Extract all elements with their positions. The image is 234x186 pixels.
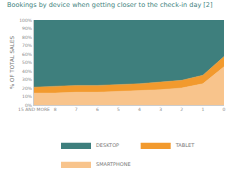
svg-text:7: 7: [75, 107, 78, 112]
svg-text:6: 6: [96, 107, 99, 112]
svg-text:10%: 10%: [22, 94, 33, 99]
svg-text:% OF TOTAL SALES: % OF TOTAL SALES: [9, 36, 15, 89]
svg-text:1: 1: [201, 107, 204, 112]
svg-text:30%: 30%: [22, 77, 33, 82]
svg-text:40%: 40%: [22, 69, 33, 74]
svg-text:100%: 100%: [19, 18, 33, 23]
svg-text:5: 5: [117, 107, 120, 112]
svg-text:SMARTPHONE: SMARTPHONE: [96, 161, 131, 167]
svg-text:2: 2: [180, 107, 183, 112]
svg-text:0: 0: [223, 107, 226, 112]
svg-text:20%: 20%: [22, 86, 33, 91]
svg-text:50%: 50%: [22, 60, 33, 65]
svg-text:90%: 90%: [22, 26, 33, 31]
svg-text:60%: 60%: [22, 52, 33, 57]
svg-text:8: 8: [54, 107, 57, 112]
svg-text:3: 3: [159, 107, 162, 112]
svg-text:Bookings by device when gettin: Bookings by device when getting closer t…: [7, 1, 213, 9]
svg-text:15 AND MORE: 15 AND MORE: [18, 107, 50, 112]
svg-text:70%: 70%: [22, 43, 33, 48]
svg-text:4: 4: [138, 107, 141, 112]
svg-text:80%: 80%: [22, 35, 33, 40]
svg-text:DESKTOP: DESKTOP: [96, 142, 119, 148]
svg-text:0%: 0%: [25, 103, 33, 108]
svg-text:TABLET: TABLET: [175, 142, 195, 148]
